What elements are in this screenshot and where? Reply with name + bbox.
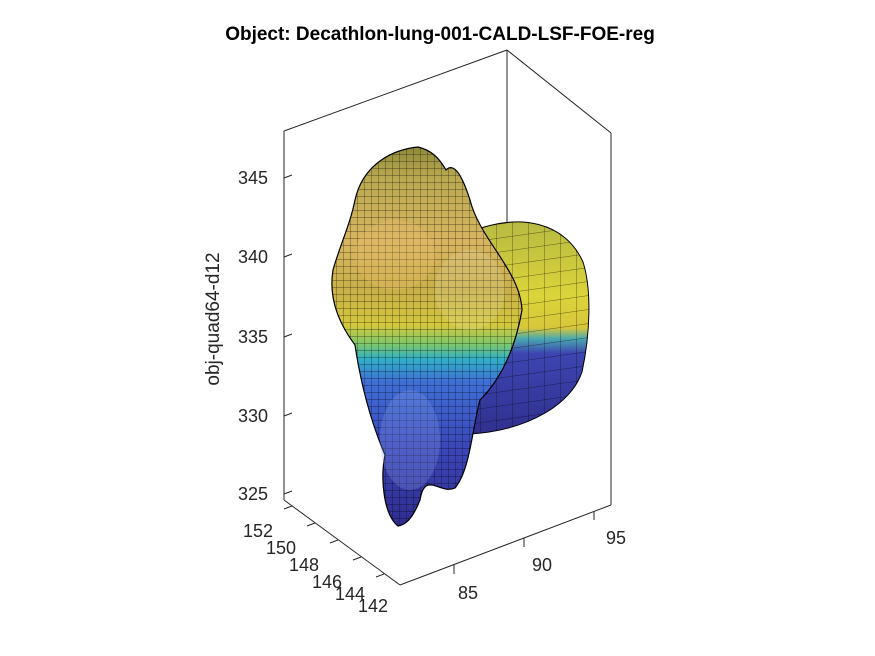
x-axis: 85 90 95 (453, 511, 626, 603)
y-axis: 152 150 148 146 144 142 (243, 505, 388, 616)
y-tick-label: 148 (289, 555, 319, 575)
z-tick-label: 325 (238, 484, 268, 504)
chart-title: Object: Decathlon-lung-001-CALD-LSF-FOE-… (225, 24, 655, 45)
x-tick-label: 95 (606, 528, 626, 548)
z-tick-335: 335 (238, 327, 293, 347)
box-edge (506, 49, 612, 134)
z-tick-330: 330 (238, 406, 293, 426)
x-tick-label: 90 (532, 555, 552, 575)
surface-mesh (331, 146, 590, 527)
z-tick-label: 330 (238, 406, 268, 426)
z-axis: 345 340 335 330 325 obj-quad64-d12 (203, 168, 293, 504)
z-tick-label: 340 (238, 247, 268, 267)
box-edge (399, 504, 612, 586)
y-tick-label: 152 (243, 521, 273, 541)
z-tick-label: 335 (238, 327, 268, 347)
x-tick-label: 85 (458, 583, 478, 603)
z-tick-325: 325 (238, 484, 293, 504)
y-tick-label: 150 (266, 538, 296, 558)
z-tick-340: 340 (238, 247, 293, 267)
y-tick-label: 146 (312, 572, 342, 592)
box-edge (283, 499, 401, 586)
box-edge (283, 49, 508, 132)
y-tick-label: 142 (358, 596, 388, 616)
z-axis-label: obj-quad64-d12 (203, 252, 224, 385)
y-tick-label: 144 (335, 584, 365, 604)
z-tick-345: 345 (238, 168, 293, 188)
z-tick-label: 345 (238, 168, 268, 188)
